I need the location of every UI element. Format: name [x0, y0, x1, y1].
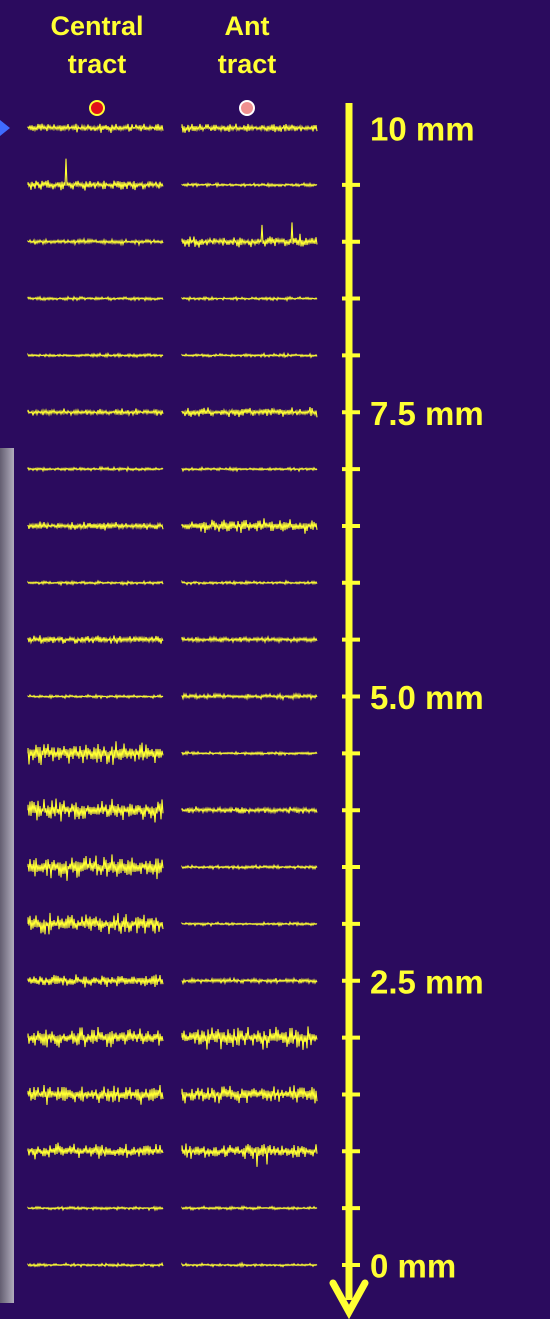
recording-trace	[27, 974, 164, 988]
recording-trace	[181, 1085, 318, 1104]
ant-marker	[239, 100, 255, 116]
recording-trace	[181, 181, 318, 189]
depth-axis-arrow	[329, 1279, 369, 1319]
recording-trace	[181, 465, 318, 473]
recording-trace	[181, 863, 318, 871]
central-marker	[89, 100, 105, 116]
recording-trace	[181, 579, 318, 586]
column-header: Ant	[225, 11, 270, 41]
recording-trace	[27, 579, 164, 587]
recording-trace	[181, 1143, 318, 1167]
column-header: tract	[68, 49, 127, 79]
recording-trace	[27, 1261, 164, 1269]
recording-trace	[27, 123, 164, 133]
recording-trace	[181, 805, 318, 815]
depth-label: 5.0 mm	[370, 679, 484, 716]
pointer-arrow	[0, 120, 10, 136]
recording-trace	[181, 222, 318, 248]
recording-trace	[27, 521, 164, 531]
recording-trace	[27, 1205, 164, 1212]
recording-trace	[27, 351, 164, 359]
recording-trace	[27, 798, 164, 823]
depth-label: 10 mm	[370, 111, 475, 148]
recording-trace	[181, 1261, 318, 1269]
column-header: Central	[50, 11, 143, 41]
depth-label: 7.5 mm	[370, 395, 484, 432]
depth-ticks: 10 mm 7.5 mm 5.0 mm 2.5 mm 0 mm	[342, 111, 484, 1285]
column-headers: Central tract Ant tract	[50, 11, 276, 79]
background-image-edge	[0, 448, 14, 1303]
recording-trace	[27, 408, 164, 417]
recording-trace	[27, 1084, 164, 1105]
recording-trace	[181, 750, 318, 757]
recording-trace	[27, 635, 164, 645]
recordings	[27, 123, 318, 1269]
recording-trace	[27, 693, 164, 700]
recording-trace	[27, 236, 164, 247]
recording-trace	[27, 1026, 164, 1048]
recording-trace	[27, 1142, 164, 1160]
recording-trace	[181, 295, 318, 303]
recording-trace	[181, 691, 318, 702]
recording-trace	[27, 158, 164, 191]
recording-trace	[181, 123, 318, 133]
recording-trace	[27, 295, 164, 302]
column-header: tract	[218, 49, 277, 79]
depth-label: 2.5 mm	[370, 963, 484, 1000]
recording-trace	[181, 518, 318, 534]
recording-trace	[27, 912, 164, 935]
recording-trace	[27, 741, 164, 766]
recording-trace	[181, 634, 318, 645]
recording-trace	[181, 920, 318, 928]
recording-trace	[181, 1026, 318, 1050]
depth-label: 0 mm	[370, 1248, 456, 1285]
recording-trace	[181, 976, 318, 986]
recording-trace	[181, 351, 318, 359]
recording-trace	[27, 465, 164, 473]
recording-trace	[181, 407, 318, 418]
recording-trace	[181, 1205, 318, 1212]
recording-trace	[27, 854, 164, 881]
